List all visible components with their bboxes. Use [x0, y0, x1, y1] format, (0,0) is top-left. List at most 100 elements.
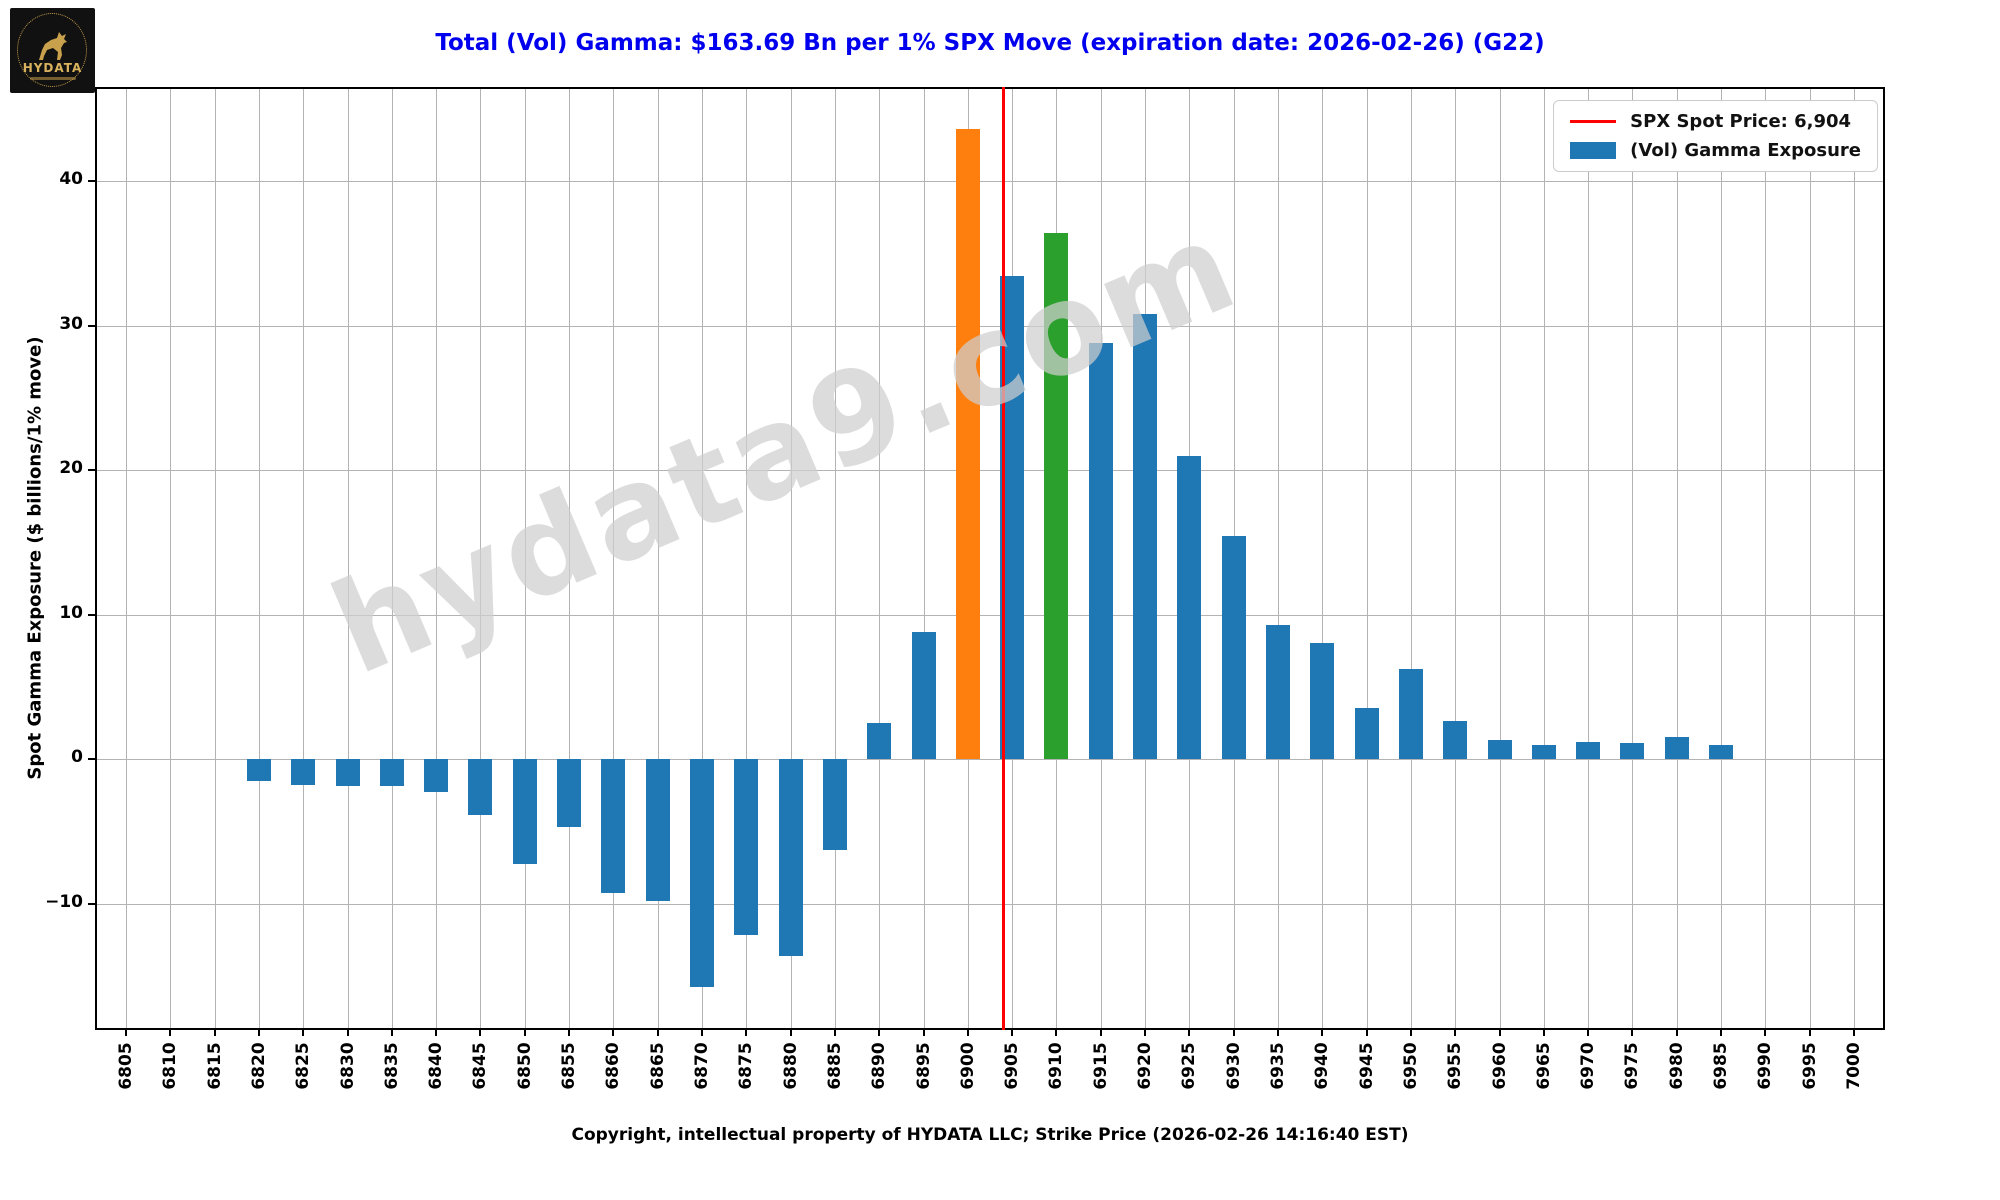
gamma-bar-6925 [1177, 455, 1202, 759]
legend-label-gamma-exposure: (Vol) Gamma Exposure [1630, 140, 1861, 161]
top-spine [95, 87, 1885, 89]
x-tick-mark-6830 [346, 1030, 349, 1036]
y-tick-mark--10 [88, 902, 95, 905]
v-gridline-6815 [214, 87, 216, 1030]
v-gridline-6995 [1809, 87, 1811, 1030]
x-tick-label-6975: 6975 [1622, 1042, 1643, 1090]
gamma-bar-6850 [512, 759, 537, 865]
x-tick-label-6950: 6950 [1400, 1042, 1421, 1090]
x-tick-mark-6840 [435, 1030, 438, 1036]
v-gridline-6820 [258, 87, 260, 1030]
y-tick-label-40: 40 [59, 169, 83, 189]
x-tick-label-6915: 6915 [1090, 1042, 1111, 1090]
gamma-bar-6960 [1487, 740, 1512, 759]
logo-ring [17, 13, 87, 87]
plot-area: Spot Gamma Exposure ($ billions/1% move)… [25, 87, 1885, 1145]
x-tick-label-6905: 6905 [1002, 1042, 1023, 1090]
v-gridline-6935 [1278, 87, 1279, 1030]
x-tick-label-6850: 6850 [514, 1042, 535, 1090]
x-tick-label-6920: 6920 [1135, 1042, 1156, 1090]
v-gridline-6845 [480, 87, 482, 1030]
x-tick-mark-6950 [1409, 1030, 1412, 1036]
bottom-spine [95, 1028, 1885, 1030]
x-tick-label-6955: 6955 [1445, 1042, 1466, 1090]
y-tick-label-0: 0 [71, 747, 83, 767]
v-gridline-6895 [923, 87, 925, 1030]
gamma-bar-6950 [1398, 669, 1423, 759]
x-tick-mark-6975 [1631, 1030, 1634, 1036]
spx-spot-price-line [1002, 87, 1006, 1030]
x-tick-mark-6990 [1764, 1030, 1767, 1036]
gamma-bar-6875 [734, 759, 759, 936]
h-gridline-30 [95, 325, 1885, 327]
x-tick-label-6810: 6810 [160, 1042, 181, 1090]
h-gridline-0 [95, 759, 1885, 760]
v-gridline-6810 [170, 87, 172, 1030]
x-tick-label-6805: 6805 [116, 1042, 136, 1090]
h-gridline-20 [95, 470, 1885, 471]
x-tick-mark-6995 [1808, 1030, 1811, 1036]
v-gridline-6825 [303, 87, 305, 1030]
v-gridline-6840 [436, 87, 438, 1030]
x-tick-label-6865: 6865 [647, 1042, 668, 1090]
v-gridline-7000 [1854, 87, 1855, 1030]
x-tick-label-6860: 6860 [603, 1042, 624, 1090]
x-tick-label-6890: 6890 [869, 1042, 890, 1090]
x-tick-label-6965: 6965 [1533, 1042, 1554, 1090]
v-gridline-6955 [1455, 87, 1457, 1030]
legend-row-gamma-exposure: (Vol) Gamma Exposure [1570, 140, 1861, 161]
v-gridline-6865 [657, 87, 659, 1030]
x-tick-mark-6885 [833, 1030, 836, 1036]
x-tick-label-6835: 6835 [381, 1042, 402, 1090]
x-tick-mark-6980 [1675, 1030, 1678, 1036]
gamma-bar-6895 [911, 631, 936, 759]
x-tick-mark-6985 [1720, 1030, 1723, 1036]
x-tick-label-6930: 6930 [1223, 1042, 1244, 1090]
gamma-bar-6880 [778, 759, 803, 956]
v-gridline-6860 [613, 87, 615, 1030]
h-gridline-10 [95, 614, 1885, 616]
x-tick-label-7000: 7000 [1844, 1042, 1864, 1090]
gamma-bar-6890 [867, 722, 892, 759]
h-gridline--10 [95, 903, 1885, 905]
y-tick-mark-10 [88, 613, 95, 616]
x-tick-mark-6945 [1365, 1030, 1368, 1036]
y-tick-mark-30 [88, 324, 95, 327]
gamma-bar-6970 [1576, 741, 1601, 759]
x-tick-mark-6815 [213, 1030, 216, 1036]
gamma-bar-6820 [246, 759, 271, 781]
x-tick-mark-6965 [1542, 1030, 1545, 1036]
x-tick-mark-6890 [878, 1030, 881, 1036]
v-gridline-6990 [1765, 87, 1767, 1030]
v-gridline-6950 [1410, 87, 1412, 1030]
x-tick-mark-7000 [1853, 1030, 1855, 1036]
x-tick-mark-6835 [390, 1030, 393, 1036]
x-tick-mark-6810 [169, 1030, 172, 1036]
x-tick-mark-6960 [1498, 1030, 1501, 1036]
v-gridline-6960 [1499, 87, 1501, 1030]
gamma-bar-6915 [1088, 342, 1113, 759]
x-tick-label-6940: 6940 [1312, 1042, 1333, 1090]
x-tick-label-6990: 6990 [1755, 1042, 1776, 1090]
x-tick-label-6895: 6895 [913, 1042, 934, 1090]
v-gridline-6855 [569, 87, 571, 1030]
x-tick-label-6980: 6980 [1666, 1042, 1687, 1090]
gamma-bar-6830 [335, 759, 360, 787]
x-tick-mark-6930 [1232, 1030, 1235, 1036]
v-gridline-6965 [1543, 87, 1545, 1030]
x-tick-mark-6895 [922, 1030, 925, 1036]
gamma-bar-6885 [822, 759, 847, 851]
x-tick-label-6900: 6900 [957, 1042, 978, 1090]
x-tick-label-6870: 6870 [692, 1042, 712, 1090]
x-tick-label-6875: 6875 [736, 1042, 757, 1090]
x-tick-mark-6925 [1188, 1030, 1191, 1036]
x-tick-label-6910: 6910 [1046, 1042, 1067, 1090]
x-tick-label-6855: 6855 [559, 1042, 580, 1090]
right-spine [1883, 87, 1885, 1030]
gamma-bar-6860 [601, 759, 626, 894]
v-gridline-6970 [1588, 87, 1590, 1030]
v-gridline-6830 [347, 87, 349, 1030]
x-tick-label-6970: 6970 [1578, 1042, 1599, 1090]
v-gridline-6985 [1721, 87, 1723, 1030]
